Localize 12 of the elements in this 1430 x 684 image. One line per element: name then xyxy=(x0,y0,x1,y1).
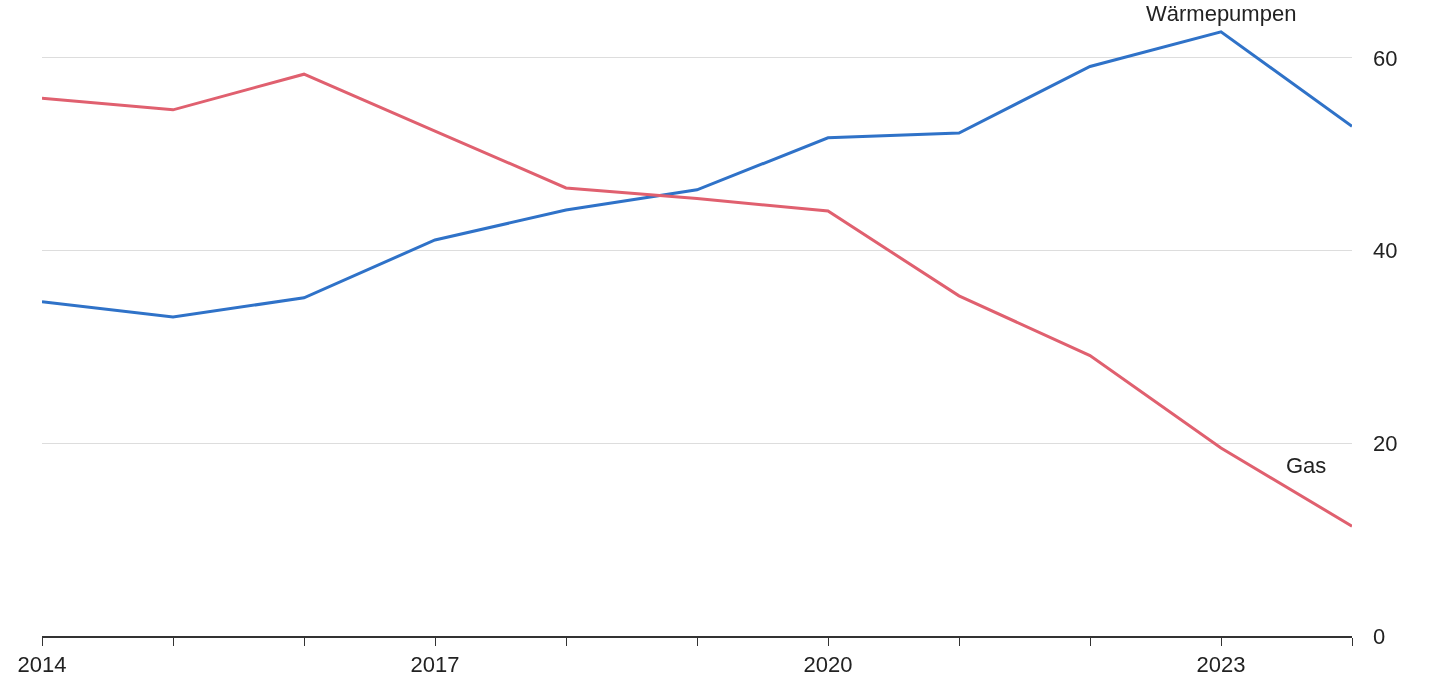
y-tick-label: 40 xyxy=(1373,238,1398,264)
y-tick-label: 0 xyxy=(1373,623,1386,649)
y-tick-label: 60 xyxy=(1373,45,1398,71)
y-tick-label: 20 xyxy=(1373,430,1398,456)
line-series xyxy=(42,72,1352,528)
series-label: Gas xyxy=(1286,453,1327,478)
line-series xyxy=(42,30,1352,319)
x-tick-label: 2023 xyxy=(1196,652,1246,678)
x-tick-label: 2014 xyxy=(17,652,67,678)
series-label: Wärmepumpen xyxy=(1146,1,1297,26)
x-tick-label: 2017 xyxy=(410,652,460,678)
x-tick-label: 2020 xyxy=(803,652,853,678)
